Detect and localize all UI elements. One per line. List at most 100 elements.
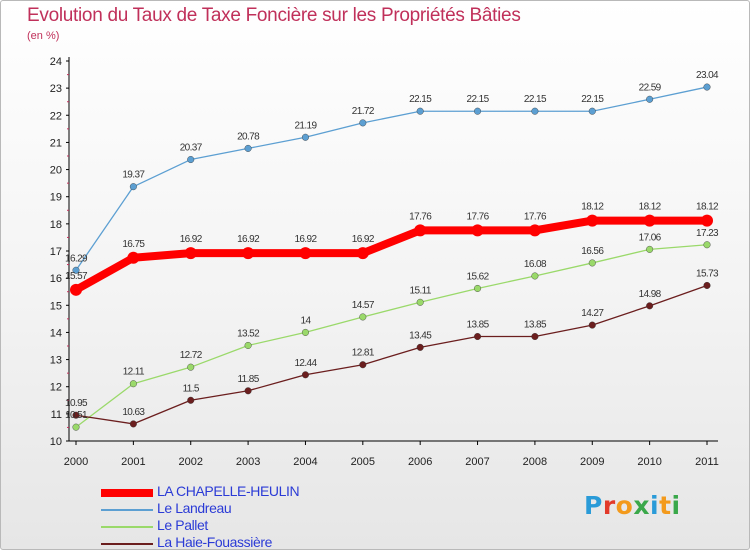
data-label: 13.52 [237,328,260,339]
legend-label: La Haie-Fouassière [157,534,272,550]
y-tick-label: 24 [50,56,62,68]
data-label: 14.98 [639,289,662,300]
data-point [72,266,80,274]
data-point [301,328,309,336]
data-point [646,302,654,310]
data-label: 16.08 [524,259,547,270]
data-point [646,245,654,253]
series-line [75,284,708,425]
data-label: 15.57 [65,271,88,282]
data-point [471,224,484,237]
data-label: 14 [300,315,311,326]
legend-swatch [101,526,153,528]
data-label: 11.5 [183,383,200,394]
proxiti-logo: Proxiti [584,491,681,520]
data-point [531,272,539,280]
data-label: 17.23 [696,228,719,239]
data-label: 18.12 [581,202,604,213]
data-label: 14.57 [352,300,375,311]
y-tick-label: 10 [50,436,62,448]
logo-letter: i [671,491,681,520]
data-point [72,423,80,431]
chart-title: Evolution du Taux de Taxe Foncière sur l… [27,5,521,26]
data-point [72,411,80,419]
x-tick-label: 2003 [236,456,260,468]
x-tick-label: 2005 [351,456,375,468]
x-tick-label: 2002 [178,456,202,468]
data-label: 16.92 [294,234,317,245]
legend-swatch [101,489,153,497]
data-label: 17.06 [639,232,662,243]
data-label: 12.44 [294,358,317,369]
data-label: 15.11 [410,285,432,296]
data-label: 18.12 [696,202,719,213]
data-point [244,144,252,152]
data-label: 17.76 [467,211,490,222]
data-point [356,247,369,260]
data-label: 16.56 [581,246,604,257]
y-tick-label: 16 [50,273,62,285]
data-point [70,283,82,296]
data-label: 22.15 [581,94,604,105]
data-label: 10.63 [122,407,145,418]
data-point [129,420,137,428]
data-point [301,133,309,141]
data-label: 16.75 [122,239,145,250]
data-point [359,119,367,127]
y-tick-label: 17 [50,246,62,258]
x-tick-label: 2007 [465,456,489,468]
data-point [127,251,140,264]
y-tick-label: 22 [50,110,62,122]
data-label: 12.11 [123,367,145,378]
data-label: 13.45 [409,330,432,341]
data-point [588,321,596,329]
data-point [588,259,596,267]
data-label: 16.92 [237,234,260,245]
data-point [474,284,482,292]
data-label: 21.72 [352,106,375,117]
data-label: 22.15 [467,94,490,105]
axes: 10 11 12 13 14 15 16 17 18 19 20 21 22 23 24 2000 2001 20… [50,56,719,468]
data-label: 12.81 [352,348,375,359]
data-point [359,361,367,369]
data-point [359,313,367,321]
legend-label: Le Landreau [157,500,232,516]
y-tick-label: 13 [50,355,62,367]
x-tick-label: 2006 [408,456,432,468]
x-tick-label: 2009 [580,456,604,468]
legend-swatch [101,543,153,545]
legend-label: Le Pallet [157,517,208,533]
data-label: 13.85 [524,320,547,331]
x-tick-label: 2000 [64,456,88,468]
data-label: 17.76 [524,211,547,222]
data-label: 15.73 [696,268,719,279]
data-label: 15.62 [467,271,490,282]
data-point [586,214,599,227]
data-point [528,224,541,237]
data-label: 19.37 [122,170,145,181]
data-point [703,281,711,289]
data-point [474,333,482,341]
data-point [187,396,195,404]
y-tick-label: 11 [51,409,62,421]
data-point [416,298,424,306]
data-label: 22.15 [524,94,547,105]
y-tick-label: 20 [50,165,62,177]
data-point [244,387,252,395]
data-point [129,380,137,388]
logo-letter: t [659,491,672,520]
legend-label: LA CHAPELLE-HEULIN [157,483,300,499]
data-label: 10.51 [65,410,88,421]
data-label: 20.37 [180,143,203,154]
data-label: 16.29 [65,253,88,264]
data-label: 10.95 [65,398,88,409]
data-label: 17.76 [409,211,432,222]
data-label: 16.92 [180,234,203,245]
data-point [416,343,424,351]
logo-letter: i [650,491,660,520]
series-line [75,86,708,271]
data-point [129,183,137,191]
data-point [414,224,427,237]
data-label: 22.59 [639,82,662,93]
